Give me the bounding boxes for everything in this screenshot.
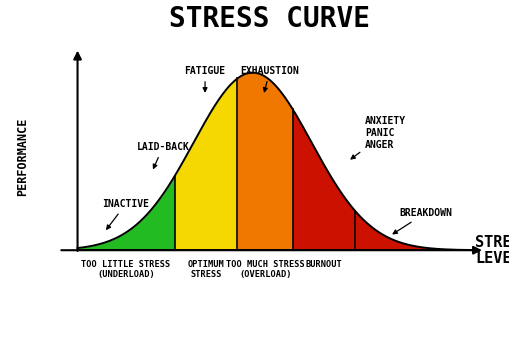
Text: FATIGUE: FATIGUE	[184, 66, 225, 92]
Text: STRESS
LEVEL: STRESS LEVEL	[475, 235, 509, 266]
Text: PERFORMANCE: PERFORMANCE	[16, 118, 29, 196]
Text: BREAKDOWN: BREAKDOWN	[393, 208, 452, 234]
Text: TOO MUCH STRESS
(OVERLOAD): TOO MUCH STRESS (OVERLOAD)	[226, 260, 304, 279]
Text: ANXIETY
PANIC
ANGER: ANXIETY PANIC ANGER	[351, 116, 406, 159]
Text: OPTIMUM
STRESS: OPTIMUM STRESS	[187, 260, 224, 279]
Text: TOO LITTLE STRESS
(UNDERLOAD): TOO LITTLE STRESS (UNDERLOAD)	[81, 260, 171, 279]
Text: BURNOUT: BURNOUT	[306, 260, 343, 269]
Text: LAID-BACK: LAID-BACK	[136, 142, 189, 168]
Title: STRESS CURVE: STRESS CURVE	[169, 5, 370, 33]
Text: EXHAUSTION: EXHAUSTION	[240, 66, 299, 92]
Text: INACTIVE: INACTIVE	[102, 199, 149, 229]
